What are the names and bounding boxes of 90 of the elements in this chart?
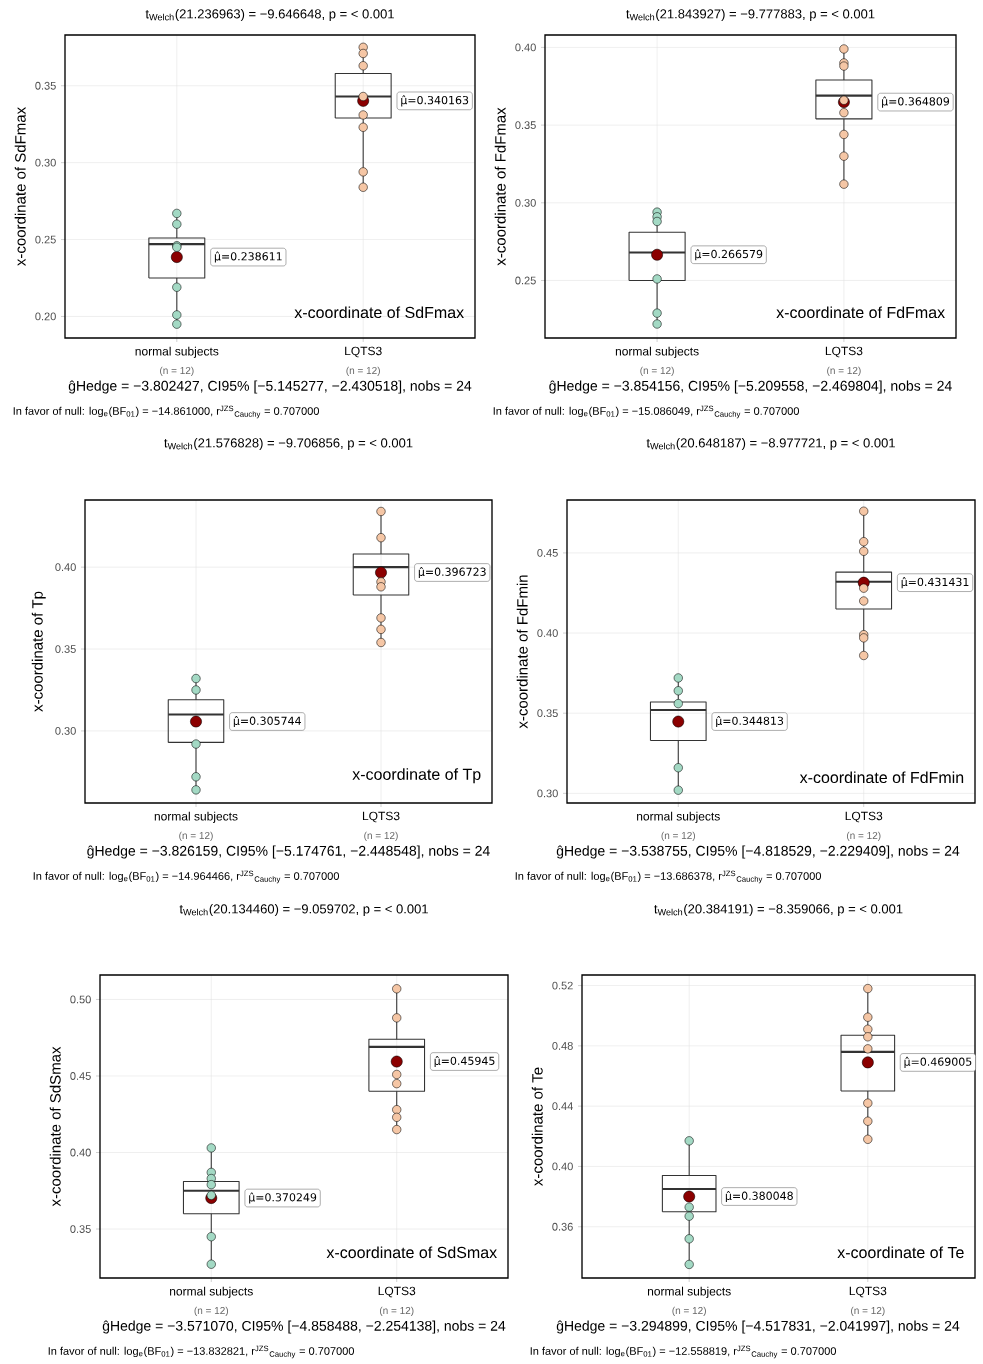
y-tick-label: 0.50: [70, 995, 91, 1004]
x-tick-label: LQTS3: [849, 1286, 887, 1298]
y-tick-label: 0.40: [515, 43, 536, 52]
annotation: x-coordinate of Te: [837, 1246, 964, 1259]
y-axis-title: x-coordinate of SdSmax: [49, 1046, 61, 1207]
text: In favor of null: log$_{e}$(BF$_{01}$) = −12.558819, r$^{JZS}$$_{Cauchy}$ = 0.707000: [530, 1345, 837, 1359]
y-tick-label: 0.25: [35, 235, 56, 244]
text: In favor of null: log$_{e}$(BF$_{01}$) = −13.832821, r$^{JZS}$$_{Cauchy}$ = 0.707000: [48, 1345, 355, 1359]
y-tick-label: 0.20: [35, 312, 56, 321]
x-tick-label: normal subjects: [647, 1286, 731, 1298]
text: In favor of null: log$_{e}$(BF$_{01}$) = −15.086049, r$^{JZS}$$_{Cauchy}$ = 0.707000: [493, 405, 800, 419]
text: (n = 12): [179, 831, 213, 841]
y-axis-title: x-coordinate of SdFmax: [14, 107, 26, 266]
annotation: μ̂=0.340163: [401, 95, 469, 107]
y-axis-title: x-coordinate of FdFmin: [516, 575, 528, 729]
annotation: x-coordinate of SdFmax: [294, 306, 464, 319]
annotation: μ̂=0.396723: [418, 566, 486, 579]
annotation: μ̂=0.238611: [214, 251, 282, 263]
text: (n = 12): [194, 1306, 229, 1316]
x-tick-label: LQTS3: [362, 811, 400, 823]
text: (n = 12): [661, 831, 696, 841]
text: (n = 12): [346, 366, 380, 376]
annotation: x-coordinate of Tp: [352, 768, 481, 784]
y-axis-title: x-coordinate of Te: [531, 1067, 543, 1186]
annotation: μ̂=0.431431: [901, 577, 969, 589]
text: ĝHedge = −3.854156, CI95% [−5.209558, −2.469804], nobs = 24: [549, 380, 952, 394]
y-tick-label: 0.45: [537, 549, 558, 557]
text: (n = 12): [640, 366, 674, 376]
annotation: μ̂=0.469005: [904, 1056, 972, 1068]
annotation: μ̂=0.380048: [725, 1190, 793, 1203]
y-tick-label: 0.35: [515, 121, 536, 130]
x-tick-label: normal subjects: [135, 346, 219, 358]
y-axis-title: x-coordinate of Tp: [31, 591, 46, 712]
y-tick-label: 0.35: [537, 709, 558, 718]
text: In favor of null: log$_{e}$(BF$_{01}$) = −14.964466, r$^{JZS}$$_{Cauchy}$ = 0.707000: [33, 870, 340, 884]
y-tick-label: 0.40: [70, 1148, 91, 1157]
text: In favor of null: log$_{e}$(BF$_{01}$) = −13.686378, r$^{JZS}$$_{Cauchy}$ = 0.707000: [515, 870, 822, 884]
chart-title: t$_{Welch}$(20.384191) = −8.359066, p = < 0.001: [654, 903, 903, 917]
chart-title: t$_{Welch}$(21.843927) = −9.777883, p = < 0.001: [626, 8, 875, 22]
text: In favor of null: log$_{e}$(BF$_{01}$) = −14.861000, r$^{JZS}$$_{Cauchy}$ = 0.707000: [13, 405, 320, 419]
x-tick-label: LQTS3: [345, 346, 382, 358]
annotation: μ̂=0.344813: [716, 715, 784, 728]
y-tick-label: 0.35: [35, 81, 56, 90]
chart-title: t$_{Welch}$(21.576828) = −9.706856, p = < 0.001: [164, 437, 413, 451]
text: ĝHedge = −3.802427, CI95% [−5.145277, −2.430518], nobs = 24: [68, 380, 472, 394]
y-tick-label: 0.45: [70, 1072, 91, 1080]
text: ĝHedge = −3.538755, CI95% [−4.818529, −2.229409], nobs = 24: [556, 845, 960, 859]
x-tick-label: normal subjects: [170, 1286, 253, 1298]
annotation: x-coordinate of FdFmax: [776, 306, 945, 319]
annotation: μ̂=0.305744: [233, 715, 301, 728]
y-tick-label: 0.35: [55, 645, 76, 653]
y-tick-label: 0.30: [55, 727, 76, 735]
y-tick-label: 0.48: [552, 1041, 573, 1050]
text: (n = 12): [827, 366, 861, 376]
text: (n = 12): [851, 1306, 885, 1316]
y-tick-label: 0.44: [552, 1102, 573, 1111]
y-tick-label: 0.35: [70, 1225, 91, 1233]
x-tick-label: LQTS3: [825, 346, 863, 358]
x-tick-label: normal subjects: [615, 346, 699, 358]
text: (n = 12): [379, 1306, 414, 1316]
x-tick-label: normal subjects: [637, 811, 720, 823]
text: (n = 12): [672, 1306, 706, 1316]
chart-title: t$_{Welch}$(20.134460) = −9.059702, p = < 0.001: [179, 903, 428, 917]
x-tick-label: normal subjects: [154, 811, 238, 823]
text: (n = 12): [364, 831, 398, 841]
y-tick-label: 0.40: [55, 563, 76, 572]
chart-title: t$_{Welch}$(20.648187) = −8.977721, p = < 0.001: [646, 437, 895, 451]
annotation: μ̂=0.45945: [434, 1055, 495, 1068]
chart-title: t$_{Welch}$(21.236963) = −9.646648, p = < 0.001: [145, 8, 394, 22]
y-tick-label: 0.36: [552, 1222, 573, 1231]
text: (n = 12): [846, 831, 881, 841]
y-tick-label: 0.30: [515, 198, 536, 207]
y-tick-label: 0.52: [552, 981, 573, 990]
y-tick-label: 0.40: [537, 629, 558, 637]
text: ĝHedge = −3.826159, CI95% [−5.174761, −2.448548], nobs = 24: [87, 845, 490, 859]
y-tick-label: 0.30: [35, 158, 56, 167]
y-tick-label: 0.30: [537, 789, 558, 798]
x-tick-label: LQTS3: [845, 811, 883, 823]
y-axis-title: x-coordinate of FdFmax: [494, 107, 506, 266]
annotation: μ̂=0.370249: [249, 1192, 317, 1204]
x-tick-label: LQTS3: [378, 1286, 416, 1298]
text: (n = 12): [160, 366, 194, 376]
annotation: μ̂=0.364809: [882, 96, 950, 108]
text: ĝHedge = −3.571070, CI95% [−4.858488, −2.254138], nobs = 24: [102, 1320, 506, 1334]
y-tick-label: 0.25: [515, 276, 536, 285]
annotation: μ̂=0.266579: [695, 249, 763, 261]
annotation: x-coordinate of FdFmin: [799, 771, 964, 784]
y-tick-label: 0.40: [552, 1162, 573, 1171]
annotation: x-coordinate of SdSmax: [326, 1246, 497, 1259]
text: ĝHedge = −3.294899, CI95% [−4.517831, −2.041997], nobs = 24: [556, 1320, 960, 1334]
